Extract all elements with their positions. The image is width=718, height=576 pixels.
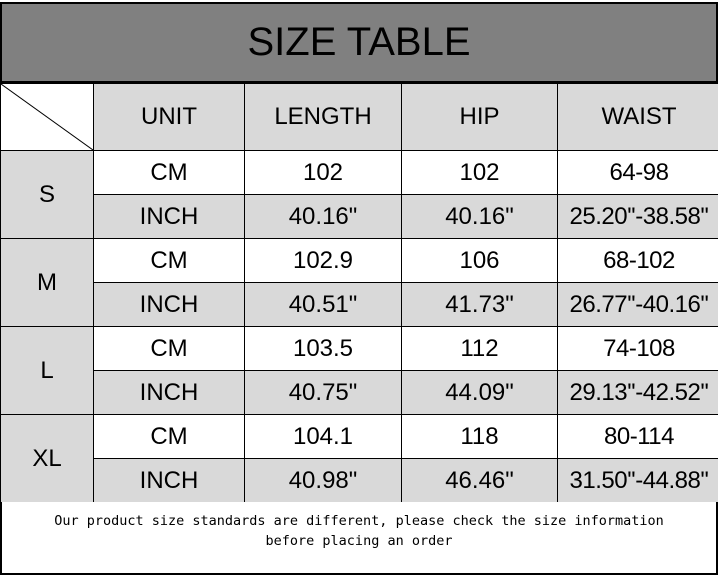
length-cell: 40.98" bbox=[244, 458, 402, 503]
size-label: L bbox=[0, 326, 94, 415]
waist-cell: 25.20''-38.58'' bbox=[557, 194, 718, 239]
header-hip: HIP bbox=[401, 83, 558, 151]
waist-cell: 29.13''-42.52'' bbox=[557, 370, 718, 415]
table-title: SIZE TABLE bbox=[0, 2, 718, 83]
waist-cell: 68-102 bbox=[557, 238, 718, 283]
length-cell: 103.5 bbox=[244, 326, 402, 371]
hip-cell: 118 bbox=[401, 414, 558, 459]
unit-cell: INCH bbox=[93, 458, 245, 503]
hip-cell: 46.46" bbox=[401, 458, 558, 503]
hip-cell: 112 bbox=[401, 326, 558, 371]
footer-note: Our product size standards are different… bbox=[0, 502, 718, 575]
table-row: INCH 40.98" 46.46" 31.50''-44.88'' bbox=[1, 458, 718, 503]
table-row: INCH 40.51" 41.73" 26.77''-40.16'' bbox=[1, 282, 718, 327]
footer-line-1: Our product size standards are different… bbox=[54, 513, 664, 529]
unit-cell: INCH bbox=[93, 282, 245, 327]
unit-cell: CM bbox=[93, 414, 245, 459]
waist-cell: 80-114 bbox=[557, 414, 718, 459]
hip-cell: 44.09" bbox=[401, 370, 558, 415]
length-cell: 104.1 bbox=[244, 414, 402, 459]
footer-line-2: before placing an order bbox=[265, 533, 453, 549]
corner-cell bbox=[0, 83, 94, 151]
waist-cell: 26.77''-40.16'' bbox=[557, 282, 718, 327]
hip-cell: 40.16" bbox=[401, 194, 558, 239]
table-row: INCH 40.75" 44.09" 29.13''-42.52'' bbox=[1, 370, 718, 415]
table-row: INCH 40.16" 40.16" 25.20''-38.58'' bbox=[1, 194, 718, 239]
table-row: L CM 103.5 112 74-108 bbox=[0, 326, 718, 415]
unit-cell: INCH bbox=[93, 370, 245, 415]
header-row: UNIT LENGTH HIP WAIST bbox=[0, 83, 718, 151]
hip-cell: 102 bbox=[401, 150, 558, 195]
header-unit: UNIT bbox=[93, 83, 245, 151]
size-table: UNIT LENGTH HIP WAIST S CM 102 102 64-98 INCH… bbox=[0, 83, 718, 503]
length-cell: 40.75" bbox=[244, 370, 402, 415]
size-label: XL bbox=[0, 414, 94, 503]
diagonal-line bbox=[1, 84, 93, 150]
waist-cell: 64-98 bbox=[557, 150, 718, 195]
table-row: XL CM 104.1 118 80-114 bbox=[0, 414, 718, 503]
length-cell: 40.16" bbox=[244, 194, 402, 239]
unit-cell: CM bbox=[93, 238, 245, 283]
hip-cell: 41.73" bbox=[401, 282, 558, 327]
size-label: M bbox=[0, 238, 94, 327]
hip-cell: 106 bbox=[401, 238, 558, 283]
unit-cell: CM bbox=[93, 150, 245, 195]
header-waist: WAIST bbox=[557, 83, 718, 151]
length-cell: 102.9 bbox=[244, 238, 402, 283]
length-cell: 40.51" bbox=[244, 282, 402, 327]
length-cell: 102 bbox=[244, 150, 402, 195]
table-row: S CM 102 102 64-98 bbox=[0, 150, 718, 239]
table-row: M CM 102.9 106 68-102 bbox=[0, 238, 718, 327]
waist-cell: 74-108 bbox=[557, 326, 718, 371]
unit-cell: INCH bbox=[93, 194, 245, 239]
waist-cell: 31.50''-44.88'' bbox=[557, 458, 718, 503]
header-length: LENGTH bbox=[244, 83, 402, 151]
size-label: S bbox=[0, 150, 94, 239]
unit-cell: CM bbox=[93, 326, 245, 371]
